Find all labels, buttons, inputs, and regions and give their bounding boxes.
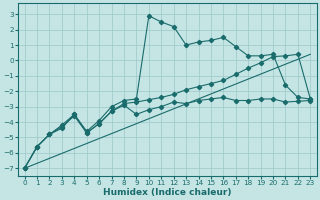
- X-axis label: Humidex (Indice chaleur): Humidex (Indice chaleur): [103, 188, 232, 197]
